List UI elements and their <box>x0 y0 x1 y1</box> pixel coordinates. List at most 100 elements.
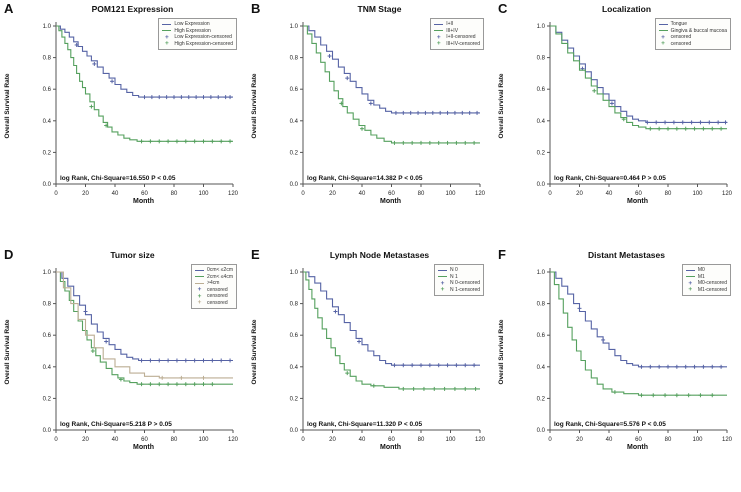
legend-line-marker <box>658 30 668 32</box>
legend-label: 2cm< ≤4cm <box>207 273 233 280</box>
legend-censor-marker: + <box>688 279 693 287</box>
legend-item: M0 <box>685 267 727 274</box>
svg-text:20: 20 <box>329 191 336 197</box>
svg-text:120: 120 <box>228 191 239 197</box>
svg-text:1.0: 1.0 <box>290 270 299 276</box>
panel-b: B TNM Stage Overall Survival Rate 0.0 0.2… <box>247 0 494 246</box>
svg-text:100: 100 <box>692 437 703 443</box>
legend-line-marker <box>195 282 205 284</box>
legend-label: censored <box>207 286 228 293</box>
legend-line-marker <box>437 276 447 278</box>
svg-text:120: 120 <box>475 191 486 197</box>
svg-text:0.8: 0.8 <box>537 302 546 308</box>
legend-label: Gingiva & buccal mucosa <box>670 27 727 34</box>
legend-label: N 0 <box>449 267 458 273</box>
legend-line-marker <box>162 23 172 25</box>
legend-item: High Expression <box>162 28 233 35</box>
survival-plot: 0.0 0.2 0.4 0.6 0.8 1.0 0 20 40 60 80 100 120 Tongue… <box>524 16 737 214</box>
legend-censor-marker: + <box>436 33 441 41</box>
legend-label: censored <box>670 40 692 47</box>
legend: I+II III+IV + I+II-censored + III+IV-censored <box>430 18 484 50</box>
legend: 0cm< ≤2cm 2cm< ≤4cm >4cm + censored + censored… <box>191 264 237 309</box>
panel-title: POM121 Expression <box>91 4 174 14</box>
y-axis-label: Overall Survival Rate <box>251 319 258 385</box>
legend: Low Expression High Expression + Low Expres… <box>158 18 237 50</box>
svg-text:60: 60 <box>141 191 148 197</box>
panel-title: Distant Metastases <box>587 250 665 260</box>
svg-text:0.6: 0.6 <box>43 333 52 339</box>
legend-item: + censored <box>195 293 233 300</box>
svg-text:60: 60 <box>635 191 642 197</box>
legend-line-marker <box>658 23 668 25</box>
legend-label: censored <box>207 299 228 306</box>
legend-line-marker <box>162 30 172 32</box>
legend-item: + N 1-censored <box>438 287 480 294</box>
svg-text:120: 120 <box>228 437 239 443</box>
x-axis-label: Month <box>627 198 648 205</box>
legend-item: N 1 <box>437 274 480 281</box>
svg-text:0.0: 0.0 <box>537 428 546 434</box>
plot-svg: 0.0 0.2 0.4 0.6 0.8 1.0 0 20 40 60 80 100 120 <box>290 22 486 197</box>
svg-text:80: 80 <box>418 191 425 197</box>
legend-label: M0-censored <box>697 280 727 286</box>
legend-censor-marker: + <box>197 292 202 300</box>
survival-plot: 0.0 0.2 0.4 0.6 0.8 1.0 0 20 40 60 80 100 120 Low Ex… <box>30 16 243 214</box>
svg-text:0: 0 <box>54 191 58 197</box>
stat-text: log Rank, Chi-Square=16.550 P < 0.05 <box>60 175 176 182</box>
legend-item: III+IV <box>434 28 480 35</box>
panel-d: D Tumor size Overall Survival Rate 0.0 0.… <box>0 246 247 492</box>
svg-text:60: 60 <box>635 437 642 443</box>
svg-text:0.0: 0.0 <box>43 182 52 188</box>
legend-item: 0cm< ≤2cm <box>195 267 233 274</box>
panel-e: E Lymph Node Metastases Overall Survival… <box>247 246 494 492</box>
svg-text:0.2: 0.2 <box>290 396 299 402</box>
legend-line-marker <box>685 276 695 278</box>
legend-label: M0 <box>697 267 705 273</box>
svg-text:1.0: 1.0 <box>537 24 546 30</box>
svg-text:20: 20 <box>82 437 89 443</box>
legend-censor-marker: + <box>661 33 665 41</box>
plot-svg: 0.0 0.2 0.4 0.6 0.8 1.0 0 20 40 60 80 100 120 <box>43 22 239 197</box>
svg-text:0.4: 0.4 <box>290 119 299 125</box>
legend: M0 M1 + M0-censored + M1-censored <box>681 264 731 296</box>
survival-plot: 0.0 0.2 0.4 0.6 0.8 1.0 0 20 40 60 80 100 120 M0 M1 + M… <box>524 262 737 460</box>
stat-text: log Rank, Chi-Square=14.382 P < 0.05 <box>307 175 423 182</box>
svg-text:0: 0 <box>301 437 305 443</box>
svg-text:0.4: 0.4 <box>537 365 546 371</box>
svg-text:0: 0 <box>301 191 305 197</box>
panel-letter: E <box>251 247 260 262</box>
legend-line-marker <box>437 269 447 271</box>
stat-text: log Rank, Chi-Square=5.218 P > 0.05 <box>60 421 172 428</box>
legend-item: + censored <box>659 41 727 48</box>
legend-censor-marker: + <box>197 299 202 307</box>
svg-text:80: 80 <box>171 191 178 197</box>
legend-censor-marker: + <box>164 33 169 41</box>
survival-plot: 0.0 0.2 0.4 0.6 0.8 1.0 0 20 40 60 80 100 120 I+II II… <box>277 16 490 214</box>
legend-label: High Expression <box>174 27 211 34</box>
legend-item: + I+II-censored <box>434 34 480 41</box>
svg-text:0.6: 0.6 <box>290 333 299 339</box>
svg-text:0.8: 0.8 <box>43 302 52 308</box>
legend-item: + censored <box>195 287 233 294</box>
legend-item: N 0 <box>437 267 480 274</box>
panel-a: A POM121 Expression Overall Survival Rat… <box>0 0 247 246</box>
svg-text:0: 0 <box>548 191 552 197</box>
svg-text:0: 0 <box>548 437 552 443</box>
legend-label: Low Expression <box>174 21 210 27</box>
svg-text:0.0: 0.0 <box>290 182 299 188</box>
panel-letter: D <box>4 247 14 262</box>
x-axis-label: Month <box>380 444 401 451</box>
legend-label: I+II <box>446 21 454 27</box>
legend-censor-marker: + <box>661 40 665 48</box>
svg-text:0.8: 0.8 <box>43 56 52 62</box>
svg-text:0.0: 0.0 <box>43 428 52 434</box>
svg-text:40: 40 <box>112 437 119 443</box>
svg-text:0.6: 0.6 <box>290 87 299 93</box>
legend-label: >4cm <box>207 280 220 286</box>
panel-letter: C <box>498 1 508 16</box>
svg-text:20: 20 <box>576 437 583 443</box>
panel-title: Localization <box>601 4 652 14</box>
